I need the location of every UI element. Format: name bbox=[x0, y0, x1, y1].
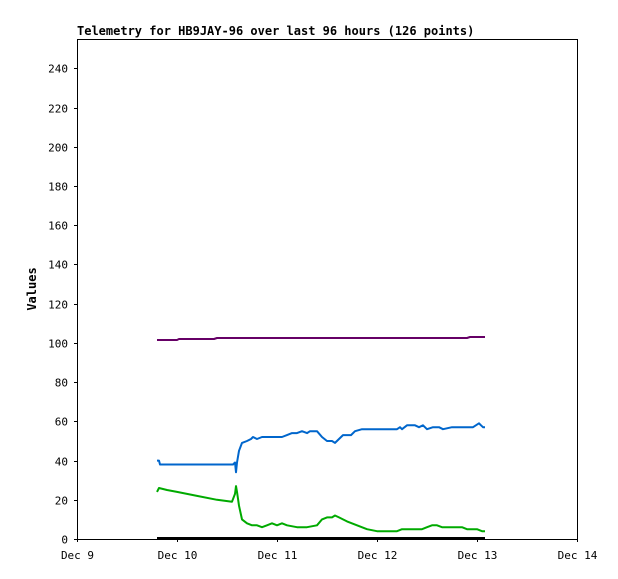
y-tick-label: 200 bbox=[48, 142, 68, 155]
x-tick-label: Dec 9 bbox=[61, 549, 94, 562]
y-tick-label: 180 bbox=[48, 181, 68, 194]
y-tick-label: 120 bbox=[48, 299, 68, 312]
y-tick-label: 160 bbox=[48, 220, 68, 233]
x-axis-ticks: Dec 9 Dec 10 Dec 11 Dec 12 Dec 13 Dec 14 bbox=[61, 539, 598, 562]
plot-area-frame bbox=[77, 39, 578, 540]
y-tick-label: 220 bbox=[48, 103, 68, 116]
series-line-3 bbox=[156, 485, 485, 533]
y-tick-label: 0 bbox=[61, 534, 68, 547]
y-tick-label: 140 bbox=[48, 259, 68, 272]
y-tick-label: 240 bbox=[48, 63, 68, 76]
series-line-1 bbox=[157, 336, 485, 341]
y-tick-label: 80 bbox=[55, 377, 68, 390]
x-tick-label: Dec 14 bbox=[558, 549, 598, 562]
x-tick-label: Dec 11 bbox=[258, 549, 298, 562]
series-group bbox=[156, 336, 485, 539]
series-line-2 bbox=[157, 422, 485, 474]
y-tick-label: 40 bbox=[55, 456, 68, 469]
y-tick-label: 20 bbox=[55, 495, 68, 508]
chart-title: Telemetry for HB9JAY-96 over last 96 hou… bbox=[77, 24, 474, 38]
x-tick-label: Dec 12 bbox=[358, 549, 398, 562]
y-tick-label: 100 bbox=[48, 338, 68, 351]
y-axis-ticks: 0 20 40 60 80 100 120 140 160 180 200 220 240 bbox=[48, 63, 77, 547]
y-tick-label: 60 bbox=[55, 416, 68, 429]
x-tick-label: Dec 13 bbox=[458, 549, 498, 562]
x-tick-label: Dec 10 bbox=[158, 549, 198, 562]
y-axis-label: Values bbox=[25, 267, 39, 310]
